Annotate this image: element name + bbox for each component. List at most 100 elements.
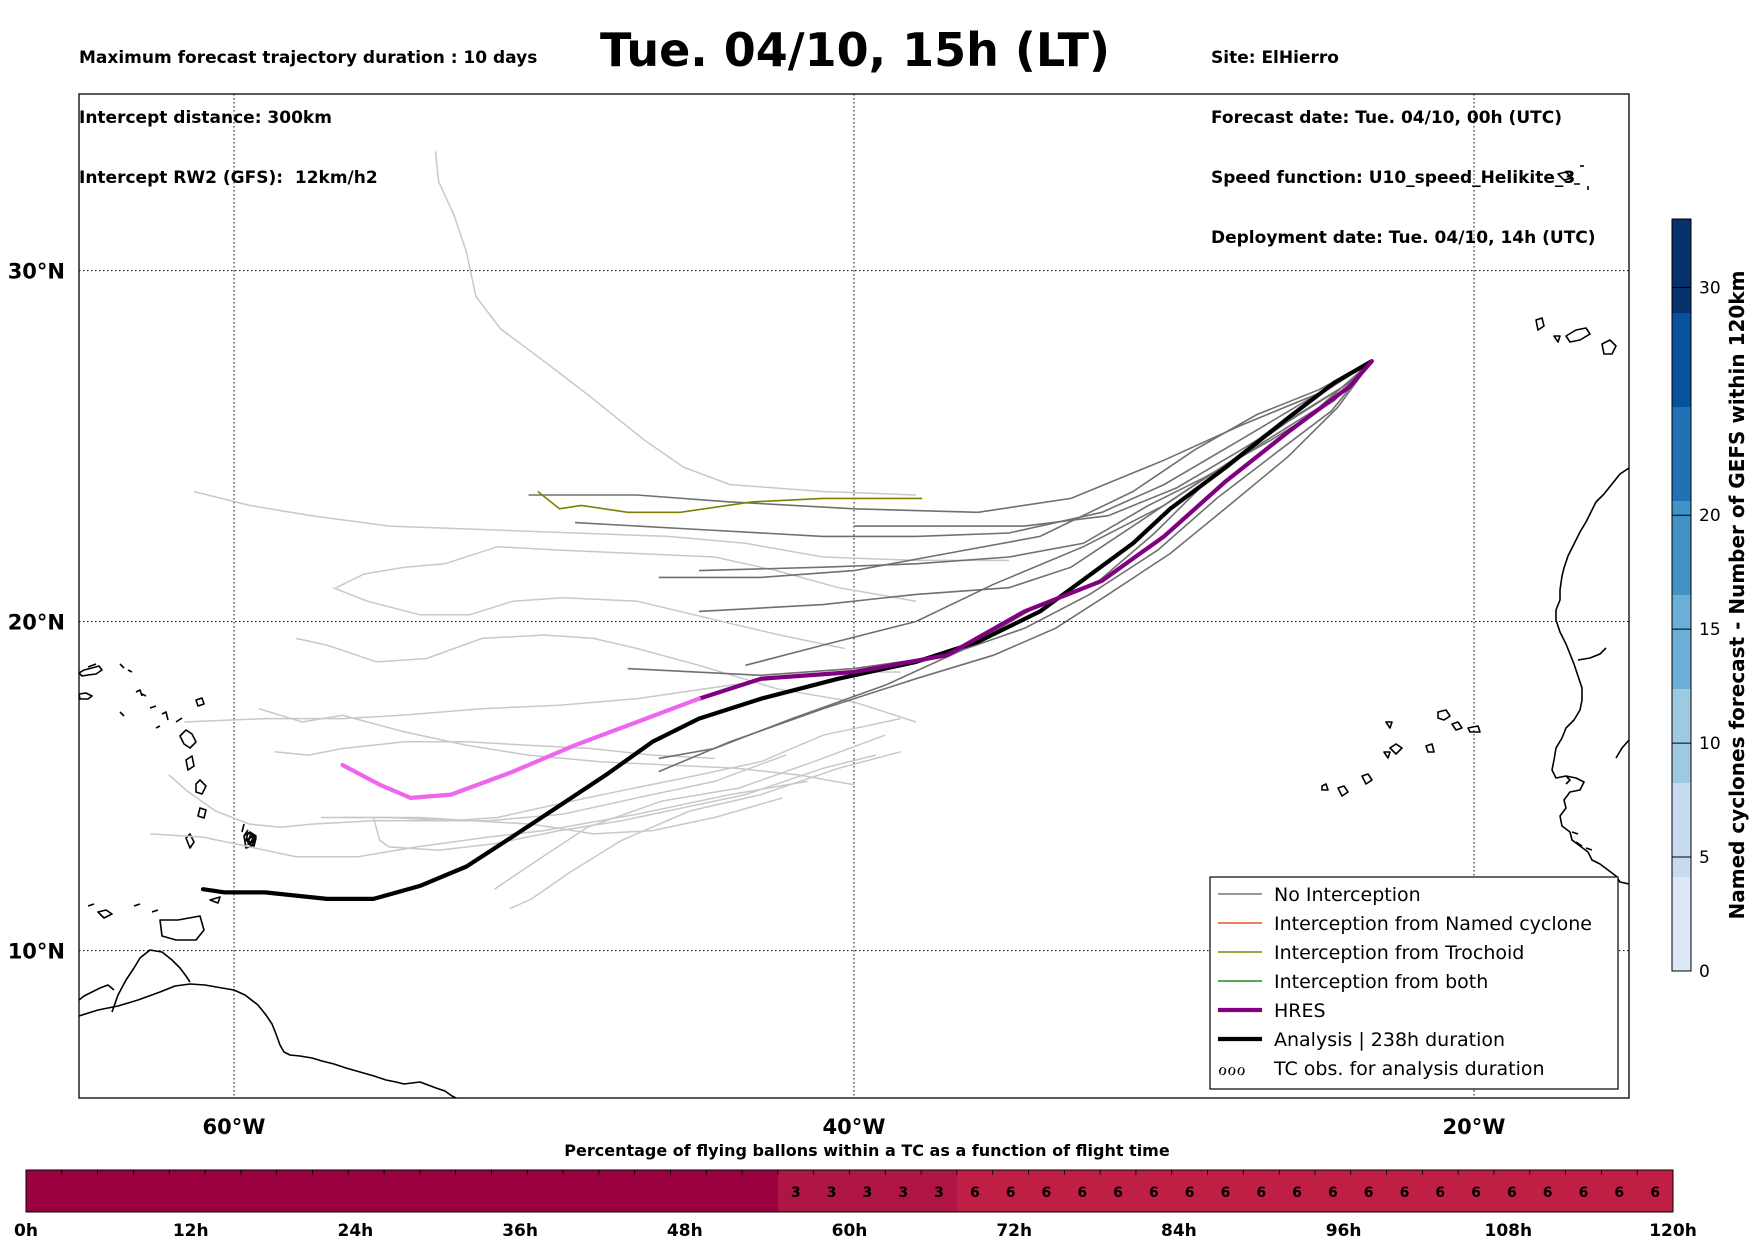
colorbar-band xyxy=(1672,595,1691,689)
cape-verde-sao-nicolau xyxy=(1467,725,1481,733)
gefs-track-no-interception xyxy=(627,360,1373,677)
timebar-cell-value: 6 xyxy=(1221,1185,1231,1201)
forecast-date-text: Forecast date: Tue. 04/10, 00h (UTC) xyxy=(1211,108,1562,128)
timebar-cell xyxy=(26,1170,63,1212)
timebar-cell-value: 6 xyxy=(1077,1185,1087,1201)
martinique xyxy=(195,779,207,795)
trajectory-tracks xyxy=(150,151,1374,910)
timebar-cell-value: 6 xyxy=(1006,1185,1016,1201)
gefs-track-light xyxy=(168,754,787,829)
legend-label: Interception from Trochoid xyxy=(1274,942,1524,964)
timebar-cell-value: 6 xyxy=(1149,1185,1159,1201)
legend: No Interception Interception from Named c… xyxy=(1209,876,1619,1090)
timebar-cell xyxy=(1601,1170,1638,1212)
timebar-cell xyxy=(921,1170,958,1212)
gefs-track-light xyxy=(434,151,917,496)
map-title: Tue. 04/10, 15h (LT) xyxy=(600,23,1110,77)
timebar-tick-label: 12h xyxy=(173,1221,209,1241)
timebar-cell xyxy=(956,1170,994,1212)
header-right-info: Site: ElHierro Forecast date: Tue. 04/10… xyxy=(1211,8,1596,268)
cape-verde-santa-luzia xyxy=(1425,743,1435,753)
timebar-cell xyxy=(169,1170,206,1212)
analysis-track xyxy=(200,359,1374,901)
gefs-track-light xyxy=(258,707,855,786)
colorbar-tick-label: 10 xyxy=(1699,734,1721,754)
timebar-cell-value: 3 xyxy=(934,1185,944,1201)
trinidad xyxy=(159,915,205,941)
lon-tick-label: 20°W xyxy=(1443,1115,1506,1139)
timebar-cell xyxy=(1529,1170,1567,1212)
timebar-cell-value: 3 xyxy=(827,1185,837,1201)
antigua xyxy=(195,697,205,707)
timebar-cell-value: 6 xyxy=(1579,1185,1589,1201)
colorbar-tick-label: 5 xyxy=(1699,848,1710,868)
canary-tenerife xyxy=(1565,327,1591,343)
timebar-cell xyxy=(1386,1170,1423,1212)
cape-verde-brava xyxy=(1321,783,1329,791)
timebar-cell xyxy=(491,1170,528,1212)
cape-verde-sal xyxy=(1385,721,1393,729)
cape-verde-boa-vista xyxy=(1389,743,1403,755)
timebar-tick-label: 96h xyxy=(1326,1221,1362,1241)
puerto-rico xyxy=(79,692,93,700)
lat-tick-label: 10°N xyxy=(8,940,65,964)
south-america-coast xyxy=(79,983,458,1098)
timebar-cell-value: 3 xyxy=(791,1185,801,1201)
speed-function-text: Speed function: U10_speed_Helikite_3 xyxy=(1211,168,1576,188)
timebar-tick-label: 108h xyxy=(1485,1221,1533,1241)
timebar-cell xyxy=(205,1170,242,1212)
deployment-date-text: Deployment date: Tue. 04/10, 14h (UTC) xyxy=(1211,228,1596,248)
gefs-track-no-interception xyxy=(528,360,1373,514)
timebar-cell-value: 6 xyxy=(1435,1185,1445,1201)
timebar-cell xyxy=(1100,1170,1137,1212)
legend-label: Analysis | 238h duration xyxy=(1274,1029,1505,1051)
timebar-cell xyxy=(1422,1170,1459,1212)
gefs-track-light xyxy=(274,741,715,760)
cape-verde-santo-antao xyxy=(1437,709,1451,721)
timebar-cell xyxy=(1458,1170,1495,1212)
timebar-cell xyxy=(885,1170,922,1212)
timebar-cell-value: 6 xyxy=(1543,1185,1553,1201)
hispaniola xyxy=(79,665,103,677)
timebar-cell xyxy=(1064,1170,1101,1212)
colorbar-tick-label: 20 xyxy=(1699,506,1721,526)
timebar-cell-value: 6 xyxy=(1507,1185,1517,1201)
map-tick-labels: 60°W 40°W 20°W 30°N 20°N 10°N xyxy=(8,260,1506,1139)
barbados xyxy=(245,832,255,844)
lon-tick-label: 40°W xyxy=(823,1115,886,1139)
colorbar-label: Named cyclones forecast - Number of GEFS… xyxy=(1725,271,1749,920)
timebar-cell xyxy=(563,1170,600,1212)
timebar-cell xyxy=(1243,1170,1280,1212)
map-frame xyxy=(78,93,1630,1099)
lat-tick-label: 30°N xyxy=(8,260,65,284)
hres-track xyxy=(696,359,1374,701)
gefs-track-light xyxy=(150,780,808,858)
colorbar-band xyxy=(1672,689,1691,783)
timebar-cell xyxy=(1493,1170,1531,1212)
cape-verde-sao-vicente xyxy=(1451,721,1463,731)
colorbar-band xyxy=(1672,501,1691,595)
gefs-track-no-interception xyxy=(658,360,1373,773)
guadeloupe xyxy=(179,729,197,749)
intercept-distance-text: Intercept distance: 300km xyxy=(79,108,332,128)
gefs-track-no-interception xyxy=(745,360,1373,667)
cape-verde-fogo xyxy=(1337,785,1349,797)
lat-tick-label: 20°N xyxy=(8,611,65,635)
timebar-cell xyxy=(527,1170,564,1212)
timebar-cell-value: 6 xyxy=(1400,1185,1410,1201)
timebar-cell-value: 6 xyxy=(970,1185,980,1201)
cape-verde-santiago xyxy=(1361,773,1373,785)
legend-label: Interception from Named cyclone xyxy=(1274,913,1592,935)
hres-track-extended xyxy=(340,696,702,800)
timebar-cell xyxy=(1279,1170,1316,1212)
timebar-cell-value: 6 xyxy=(1328,1185,1338,1201)
st-vincent xyxy=(185,833,195,849)
timebar-cell xyxy=(240,1170,278,1212)
gefs-track-no-interception xyxy=(698,360,1373,613)
canary-gomera xyxy=(1553,335,1561,343)
timebar-cell xyxy=(1314,1170,1352,1212)
timebar-tick-label: 60h xyxy=(832,1221,868,1241)
timebar-tick-label: 72h xyxy=(996,1221,1032,1241)
timebar-cell xyxy=(670,1170,707,1212)
gefs-track-light xyxy=(332,587,845,650)
